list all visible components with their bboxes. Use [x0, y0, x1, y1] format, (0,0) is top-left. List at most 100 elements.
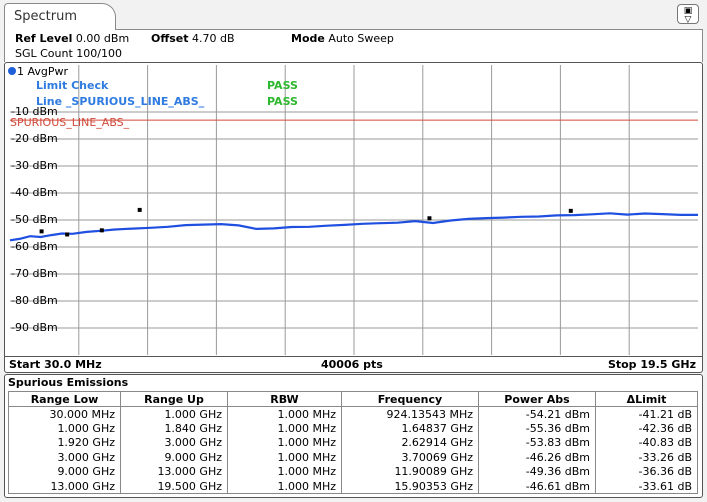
- table-cell: 924.13543 MHz: [341, 406, 479, 421]
- tab-spectrum[interactable]: Spectrum: [4, 3, 116, 30]
- table-cell: -55.36 dBm: [478, 421, 596, 436]
- table-cell: -53.83 dBm: [478, 435, 596, 450]
- table-cell: -33.26 dB: [595, 450, 698, 465]
- spurious-emissions-title: Spurious Emissions: [8, 376, 129, 389]
- spectrum-diagram[interactable]: 1 AvgPwr -10 dBm -20 dBm -30 dBm -40 dBm -50…: [4, 62, 703, 373]
- col-delta-limit: ΔLimit: [595, 391, 698, 407]
- table-cell: -33.61 dB: [595, 479, 698, 494]
- col-rbw: RBW: [227, 391, 342, 407]
- offset-readout: Offset 4.70 dB: [151, 32, 235, 45]
- spurious-marker: [39, 229, 44, 234]
- x-axis-bar: Start 30.0 MHz 40006 pts Stop 19.5 GHz: [5, 356, 702, 372]
- table-cell: 1.000 GHz: [120, 406, 228, 421]
- y-tick-label: -80 dBm: [11, 294, 58, 307]
- measurement-info-panel: Ref Level 0.00 dBm Offset 4.70 dB Mode A…: [4, 30, 703, 62]
- table-cell: 1.000 MHz: [227, 450, 342, 465]
- table-cell: 1.000 MHz: [227, 479, 342, 494]
- limit-check-result: PASS: [267, 79, 298, 92]
- table-cell: -49.36 dBm: [478, 464, 596, 479]
- table-row[interactable]: 9.000 GHz 13.000 GHz 1.000 MHz 11.90089 GHz…: [8, 464, 698, 479]
- table-cell: -46.61 dBm: [478, 479, 596, 494]
- table-cell: 15.90353 GHz: [341, 479, 479, 494]
- trace-line: [9, 212, 698, 242]
- table-row[interactable]: 13.000 GHz 19.500 GHz 1.000 MHz 15.90353 GH…: [8, 479, 698, 494]
- limit-line-label: Line _SPURIOUS_LINE_ABS_: [36, 95, 205, 108]
- ref-level-label: Ref Level: [15, 32, 73, 45]
- y-tick-label: -10 dBm: [11, 105, 58, 118]
- table-cell: -46.26 dBm: [478, 450, 596, 465]
- y-tick-label: -40 dBm: [11, 186, 58, 199]
- y-tick-label: -60 dBm: [11, 240, 58, 253]
- trace-label: 1 AvgPwr: [8, 65, 68, 78]
- spurious-marker: [99, 228, 104, 233]
- table-row[interactable]: 30.000 MHz 1.000 GHz 1.000 MHz 924.13543 MH…: [8, 406, 698, 421]
- sgl-count: SGL Count 100/100: [15, 47, 122, 60]
- table-cell: 9.000 GHz: [8, 464, 121, 479]
- start-frequency: Start 30.0 MHz: [9, 358, 102, 371]
- table-cell: -36.36 dB: [595, 464, 698, 479]
- tab-spectrum-label: Spectrum: [14, 9, 77, 24]
- spurious-marker: [568, 208, 573, 213]
- tab-divider: [116, 29, 703, 30]
- ref-level-readout: Ref Level 0.00 dBm: [15, 32, 129, 45]
- table-cell: 19.500 GHz: [120, 479, 228, 494]
- table-cell: 1.000 MHz: [227, 421, 342, 436]
- table-row[interactable]: 3.000 GHz 9.000 GHz 1.000 MHz 3.70069 GHz -4…: [8, 450, 698, 465]
- mode-readout: Mode Auto Sweep: [291, 32, 394, 45]
- table-cell: 1.840 GHz: [120, 421, 228, 436]
- offset-value: 4.70 dB: [192, 32, 235, 45]
- mode-value: Auto Sweep: [328, 32, 394, 45]
- table-cell: 1.000 GHz: [8, 421, 121, 436]
- table-cell: 1.000 MHz: [227, 464, 342, 479]
- table-cell: 1.64837 GHz: [341, 421, 479, 436]
- y-tick-label: -30 dBm: [11, 159, 58, 172]
- col-power-abs: Power Abs: [478, 391, 596, 407]
- limit-check-title: Limit Check: [36, 79, 109, 92]
- window-menu-icon: ▣ ▽: [683, 6, 693, 25]
- window-menu-button[interactable]: ▣ ▽: [677, 4, 699, 25]
- y-tick-label: -70 dBm: [11, 267, 58, 280]
- table-row[interactable]: 1.920 GHz 3.000 GHz 1.000 MHz 2.62914 GHz -5…: [8, 435, 698, 450]
- stop-frequency: Stop 19.5 GHz: [607, 358, 696, 371]
- table-cell: -40.83 dB: [595, 435, 698, 450]
- table-body: 30.000 MHz 1.000 GHz 1.000 MHz 924.13543 MH…: [8, 406, 698, 494]
- table-cell: -54.21 dBm: [478, 406, 596, 421]
- spurious-emissions-panel: Spurious Emissions Range Low Range Up RB…: [4, 374, 703, 498]
- spectrum-plot: [9, 65, 698, 355]
- col-frequency: Frequency: [341, 391, 479, 407]
- table-cell: 13.000 GHz: [8, 479, 121, 494]
- table-cell: -42.36 dB: [595, 421, 698, 436]
- trace-name: 1 AvgPwr: [17, 65, 69, 78]
- offset-label: Offset: [151, 32, 189, 45]
- col-range-up: Range Up: [120, 391, 228, 407]
- table-cell: 30.000 MHz: [8, 406, 121, 421]
- y-tick-label: -90 dBm: [11, 321, 58, 334]
- y-tick-label: -20 dBm: [11, 132, 58, 145]
- table-cell: 3.70069 GHz: [341, 450, 479, 465]
- sweep-points: 40006 pts: [321, 358, 383, 371]
- table-cell: 1.000 MHz: [227, 406, 342, 421]
- trace-dot-icon: [8, 67, 16, 75]
- spurious-marker: [65, 232, 70, 237]
- ref-level-value: 0.00 dBm: [75, 32, 130, 45]
- table-cell: 2.62914 GHz: [341, 435, 479, 450]
- mode-label: Mode: [291, 32, 325, 45]
- table-header-row: Range Low Range Up RBW Frequency Power A…: [8, 391, 698, 407]
- table-cell: 1.920 GHz: [8, 435, 121, 450]
- limit-line-result: PASS: [267, 95, 298, 108]
- spurious-marker: [427, 216, 432, 221]
- table-cell: 13.000 GHz: [120, 464, 228, 479]
- table-cell: 11.90089 GHz: [341, 464, 479, 479]
- table-cell: 9.000 GHz: [120, 450, 228, 465]
- spurious-marker: [137, 207, 142, 212]
- limit-line-name: SPURIOUS_LINE_ABS_: [10, 116, 130, 129]
- table-cell: 3.000 GHz: [120, 435, 228, 450]
- y-tick-label: -50 dBm: [11, 213, 58, 226]
- table-row[interactable]: 1.000 GHz 1.840 GHz 1.000 MHz 1.64837 GHz -5…: [8, 421, 698, 436]
- table-cell: 1.000 MHz: [227, 435, 342, 450]
- col-range-low: Range Low: [8, 391, 121, 407]
- table-cell: -41.21 dB: [595, 406, 698, 421]
- spurious-emissions-table: Range Low Range Up RBW Frequency Power A…: [8, 391, 698, 494]
- table-cell: 3.000 GHz: [8, 450, 121, 465]
